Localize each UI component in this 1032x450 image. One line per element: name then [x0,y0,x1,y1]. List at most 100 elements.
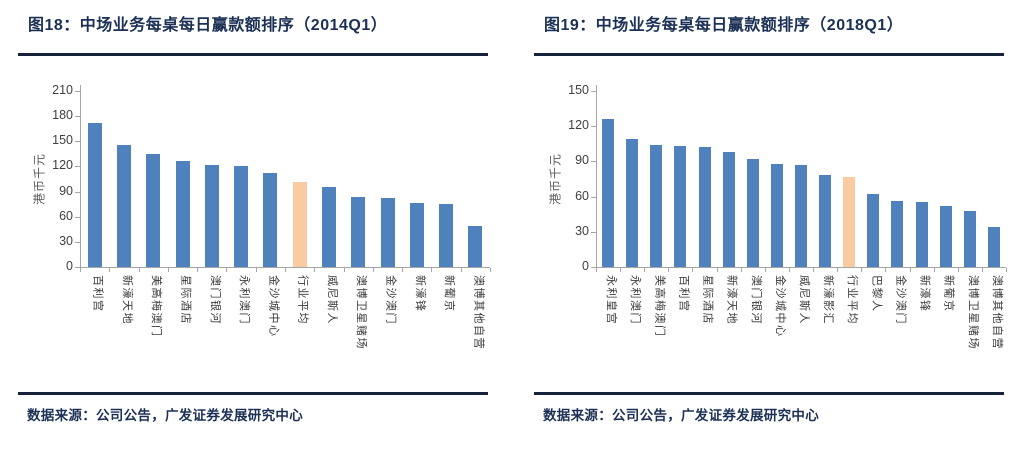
bar [915,202,928,267]
x-tick-mark [933,268,935,272]
y-tick-label: 120 [52,158,73,173]
x-axis-line [596,267,1006,268]
bar-industry-average [843,176,856,267]
y-tick-mark [591,126,596,128]
source-note-right: 数据来源：公司公告，广发证券发展研究中心 [543,408,819,423]
x-category-label: 澳博其他自营 [472,275,485,350]
bar [351,197,366,267]
x-category-label: 威尼斯人 [325,275,338,325]
y-tick-label: 0 [66,259,73,273]
bar [321,186,336,267]
y-tick-label: 120 [568,118,589,133]
bar [263,173,278,267]
x-category-label: 澳门银河 [208,275,221,325]
y-tick-mark [591,91,596,92]
x-tick-mark [740,268,742,272]
x-category-label: 金沙澳门 [384,275,397,325]
bar [380,198,395,267]
x-tick-mark [596,268,597,272]
x-tick-mark [490,268,491,272]
x-category-label: 永利澳门 [629,275,642,325]
y-axis-line [80,85,81,267]
x-tick-mark [226,268,228,272]
x-tick-mark [644,268,646,272]
x-category-label: 新濠天地 [725,275,738,325]
bar [987,227,1000,267]
x-category-label: 新濠锋 [413,275,426,313]
bar [650,144,663,267]
bar [770,163,783,267]
bar [439,204,454,267]
x-category-label: 行业平均 [846,275,859,325]
x-tick-mark [285,268,286,272]
x-category-label: 金沙城中心 [773,275,786,338]
x-category-label: 新濠天地 [120,275,133,325]
bar-chart-2014q1: 港币千元 0 30 60 90 120 150 180 210 百利宫 新濠天地 美高梅澳门 星际酒店澳… [26,64,491,386]
y-tick-mark [75,267,80,268]
x-tick-mark [668,268,670,272]
x-category-label: 新濠锋 [918,275,931,313]
x-tick-mark [402,268,404,272]
figure-panel-right: 图19：中场业务每桌每日赢款额排序（2018Q1） 港币千元 0 30 60 90 120… [516,0,1032,450]
bar [602,119,615,267]
x-tick-mark [167,268,169,272]
title-divider-right [534,53,1004,56]
bar [698,147,711,267]
x-tick-mark [197,268,199,272]
chart-title-left: 图18：中场业务每桌每日赢款额排序（2014Q1） [28,17,388,34]
bar [87,122,102,267]
y-tick-mark [75,116,80,118]
x-category-label: 巴黎人 [870,275,883,313]
x-tick-mark [431,268,433,272]
bar [722,152,735,267]
bar-industry-average [292,182,307,267]
bar [867,194,880,267]
x-tick-mark [861,268,863,272]
bar [116,145,131,267]
bar [891,201,904,267]
x-tick-mark [788,268,790,272]
y-tick-label: 30 [575,223,589,238]
x-category-label: 美高梅澳门 [653,275,666,338]
bar [468,225,483,267]
y-tick-label: 90 [575,153,589,168]
bar [963,210,976,267]
y-tick-mark [75,91,80,92]
x-tick-mark [255,268,257,272]
source-divider-right [534,392,1004,395]
x-axis-line [80,267,490,268]
y-tick-mark [591,267,596,268]
x-tick-mark [716,268,718,272]
bar [939,205,952,267]
y-tick-mark [591,231,596,233]
x-tick-mark [372,268,374,272]
y-tick-mark [75,141,80,143]
x-category-label: 澳博卫星赌场 [355,275,368,350]
y-tick-label: 210 [52,83,73,97]
x-tick-mark [1006,268,1007,272]
x-tick-mark [138,268,140,272]
x-category-label: 金沙澳门 [894,275,907,325]
y-tick-mark [75,191,80,193]
x-category-label: 百利宫 [91,275,104,313]
y-tick-label: 180 [52,108,73,123]
x-category-label: 永利皇宫 [605,275,618,325]
y-tick-label: 90 [59,183,73,198]
x-category-label: 新葡京 [942,275,955,313]
x-category-label: 新濠影汇 [822,275,835,325]
y-tick-mark [75,166,80,168]
x-tick-mark [80,268,81,272]
x-tick-mark [692,268,694,272]
y-tick-mark [75,216,80,218]
source-divider-left [18,392,488,395]
x-tick-mark [764,268,766,272]
figure-panel-left: 图18：中场业务每桌每日赢款额排序（2014Q1） 港币千元 0 30 60 90 120… [18,17,491,423]
x-category-label: 星际酒店 [701,275,714,325]
y-tick-label: 150 [52,133,73,148]
y-tick-mark [591,196,596,198]
x-category-label: 金沙城中心 [267,275,280,338]
x-tick-mark [957,268,959,272]
bar [146,153,161,267]
x-tick-mark [314,268,316,272]
